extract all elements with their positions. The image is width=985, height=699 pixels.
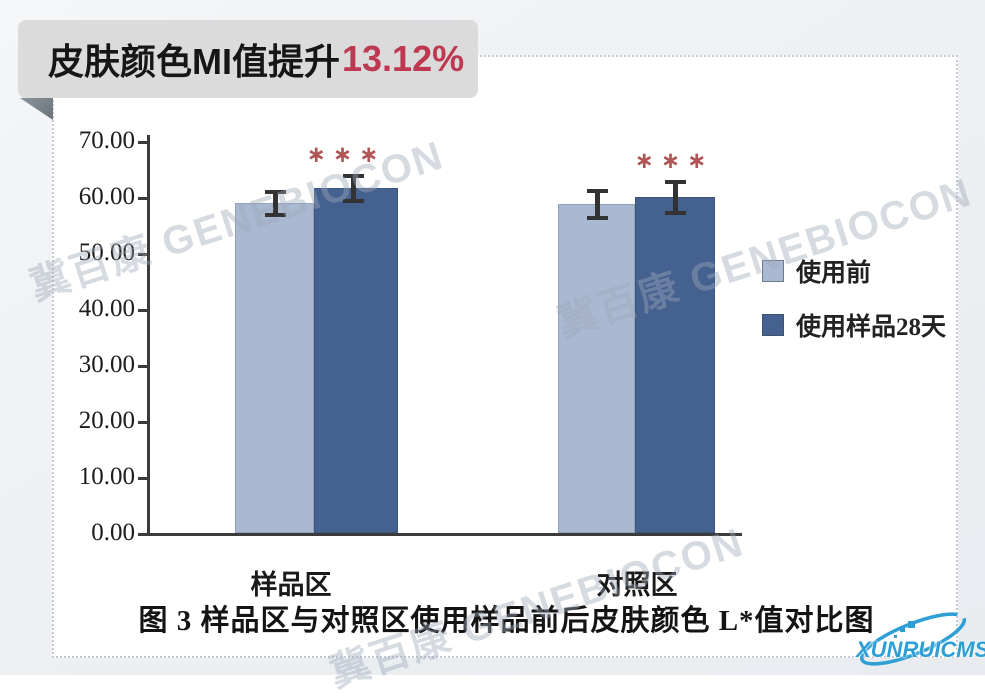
legend-swatch — [762, 314, 784, 336]
error-bar-cap — [587, 216, 608, 221]
bar — [635, 197, 715, 533]
error-bar-cap — [665, 180, 686, 185]
legend-label: 使用样品28天 — [796, 314, 947, 341]
error-bar-cap — [343, 199, 364, 204]
y-axis-tick — [138, 477, 147, 480]
error-bar-line — [673, 180, 678, 214]
error-bar-cap — [587, 189, 608, 194]
significance-marker: ∗∗∗ — [634, 148, 714, 175]
error-bar-cap — [265, 213, 286, 218]
y-axis-tick-label: 40.00 — [78, 295, 135, 322]
legend-item: 使用样品28天 — [762, 307, 946, 343]
error-bar-line — [273, 190, 278, 217]
error-bar-cap — [343, 174, 364, 179]
category-label: 样品区 — [250, 570, 332, 600]
y-axis-tick — [138, 197, 147, 200]
banner-title: 皮肤颜色MI值提升 — [48, 41, 340, 82]
logo-swoosh-icon — [859, 612, 967, 666]
logo-text: XUNRUICMS — [856, 637, 985, 662]
banner-highlight-value: 13.12% — [342, 38, 465, 79]
xunruicms-logo: XUNRUICMS — [848, 603, 985, 673]
banner-fold-decoration — [20, 98, 53, 120]
y-axis-tick-label: 50.00 — [78, 239, 135, 266]
title-banner: 皮肤颜色MI值提升 13.12% — [18, 20, 478, 98]
legend-label: 使用前 — [796, 260, 872, 287]
y-axis-tick-label: 0.00 — [91, 519, 135, 546]
y-axis-tick — [138, 309, 147, 312]
category-label: 对照区 — [596, 570, 678, 600]
x-axis-line — [147, 533, 742, 536]
chart-caption: 图 3 样品区与对照区使用样品前后皮肤颜色 L*值对比图 — [138, 605, 875, 637]
y-axis-tick-label: 30.00 — [78, 351, 135, 378]
bar — [235, 203, 314, 533]
y-axis-tick-label: 60.00 — [78, 183, 135, 210]
error-bar-cap — [665, 210, 686, 215]
error-bar-cap — [265, 190, 286, 195]
error-bar-line — [595, 189, 600, 220]
chart-panel: 0.00 10.00 20.00 30.00 40.00 50.00 60.00 70.00 ∗… — [52, 55, 958, 658]
error-bar-line — [351, 174, 356, 203]
y-axis-tick-label: 10.00 — [78, 463, 135, 490]
y-axis-line — [147, 135, 150, 536]
legend-item: 使用前 — [762, 253, 871, 289]
significance-marker: ∗∗∗ — [306, 142, 386, 169]
y-axis-tick — [138, 365, 147, 368]
y-axis-tick — [138, 533, 147, 536]
y-axis-tick — [138, 421, 147, 424]
y-axis-tick-label: 20.00 — [78, 407, 135, 434]
y-axis-tick — [138, 253, 147, 256]
y-axis-tick — [138, 141, 147, 144]
legend-swatch — [762, 260, 784, 282]
y-axis-tick-label: 70.00 — [78, 127, 135, 154]
bar — [314, 188, 398, 533]
bar — [558, 204, 635, 533]
